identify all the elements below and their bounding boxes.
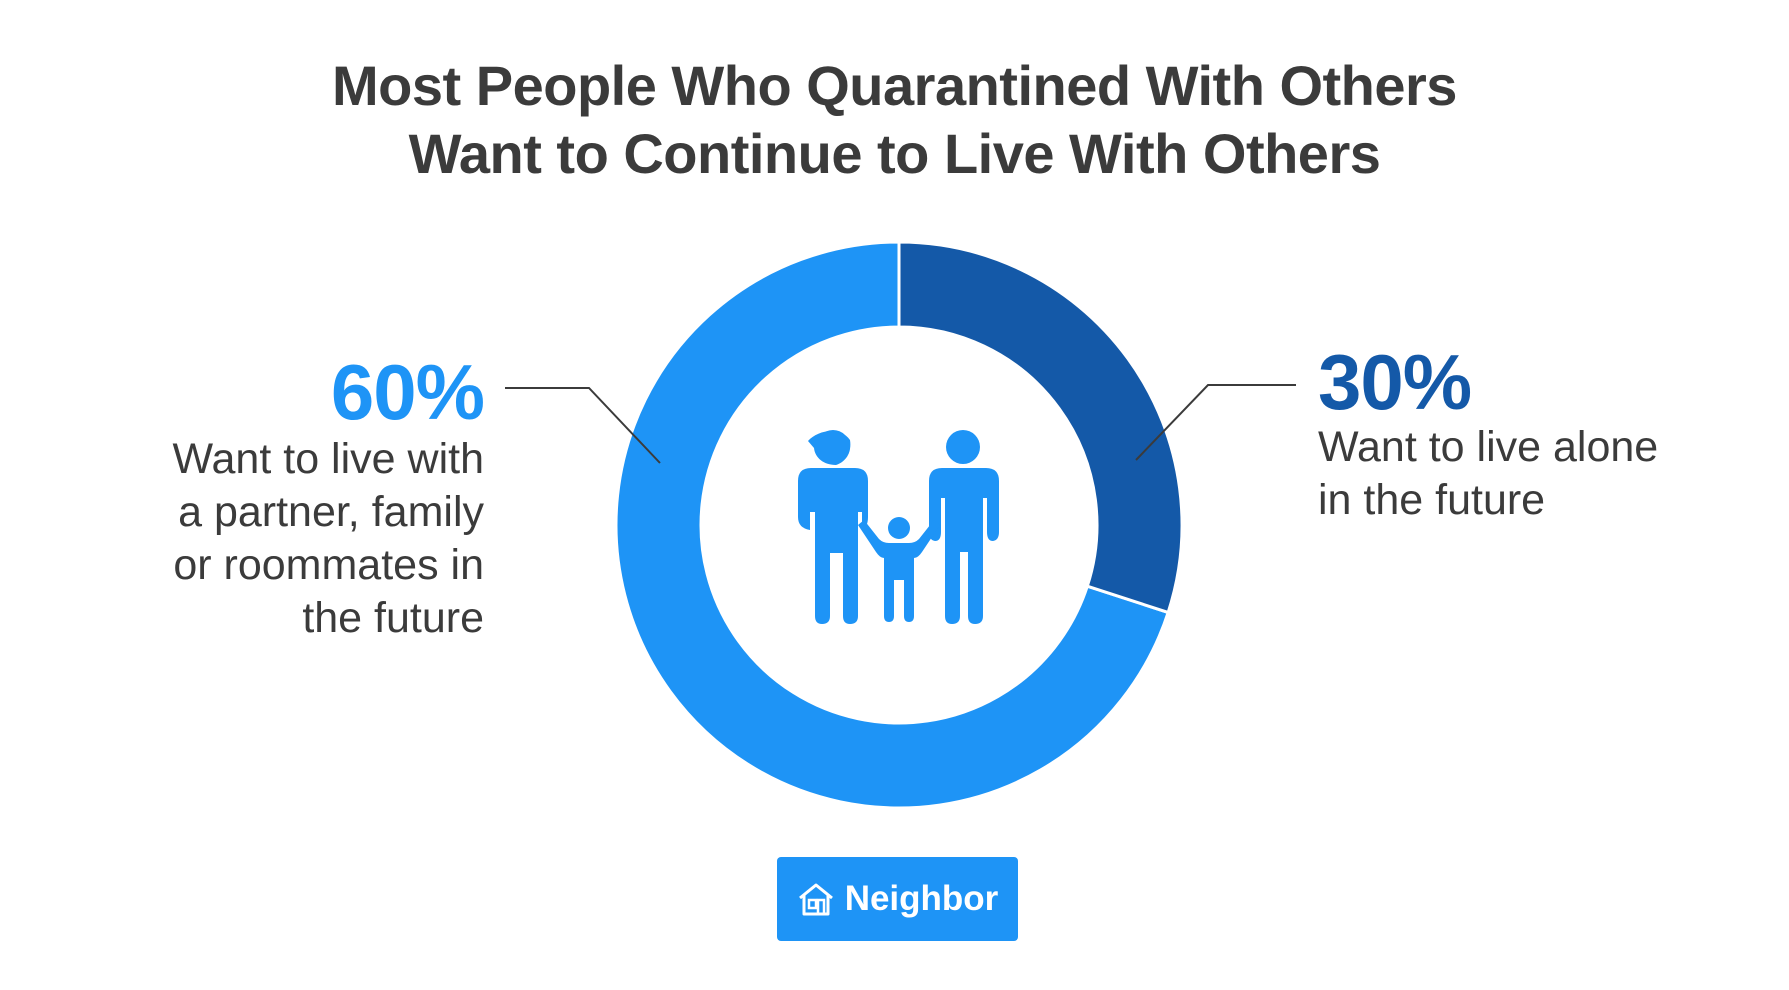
description-right: Want to live alone in the future [1318, 421, 1738, 527]
woman-head-icon [816, 430, 850, 464]
title-line-2: Want to Continue to Live With Others [408, 122, 1381, 185]
man-body-icon [929, 468, 999, 624]
description-left-line-4: the future [302, 594, 484, 642]
neighbor-logo[interactable]: Neighbor [777, 857, 1018, 941]
woman-body-icon [798, 468, 868, 624]
child-body-icon [858, 520, 940, 622]
man-head-icon [946, 430, 980, 464]
description-left-line-3: or roommates in [173, 541, 484, 589]
donut-slice-with-others [614, 240, 1171, 810]
donut-slice-alone [897, 240, 1184, 615]
percent-label-left: 60% [330, 348, 485, 436]
chart-title: Most People Who Quarantined With Others … [0, 52, 1789, 188]
leader-line-right [1135, 384, 1296, 461]
description-right-line-2: in the future [1318, 476, 1546, 524]
donut-slices [614, 240, 1184, 810]
house-icon [798, 883, 833, 916]
percent-label-right: 30% [1318, 338, 1472, 426]
title-line-1: Most People Who Quarantined With Others [332, 54, 1457, 117]
leader-line-left [505, 387, 661, 464]
logo-text: Neighbor [844, 879, 999, 918]
description-left-line-1: Want to live with [172, 435, 484, 483]
description-right-line-1: Want to live alone [1318, 423, 1659, 471]
description-left: Want to live with a partner, family or r… [104, 433, 484, 645]
child-head-icon [888, 517, 910, 539]
description-left-line-2: a partner, family [178, 488, 484, 536]
family-icon [798, 430, 999, 624]
